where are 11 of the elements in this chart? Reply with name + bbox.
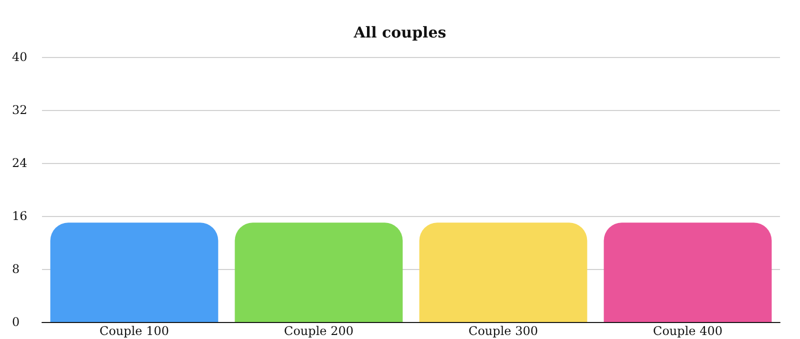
x-tick-label: Couple 100	[100, 324, 169, 338]
y-tick-label: 24	[12, 156, 28, 170]
x-tick-label: Couple 400	[653, 324, 722, 338]
x-tick-label: Couple 300	[468, 324, 538, 338]
y-tick-label: 8	[12, 262, 20, 276]
y-tick-label: 0	[12, 315, 20, 329]
x-tick-label: Couple 200	[284, 324, 354, 338]
y-tick-label: 16	[12, 209, 28, 223]
chart-title: All couples	[352, 24, 446, 42]
y-tick-label: 40	[12, 50, 28, 64]
y-tick-label: 32	[12, 103, 28, 117]
